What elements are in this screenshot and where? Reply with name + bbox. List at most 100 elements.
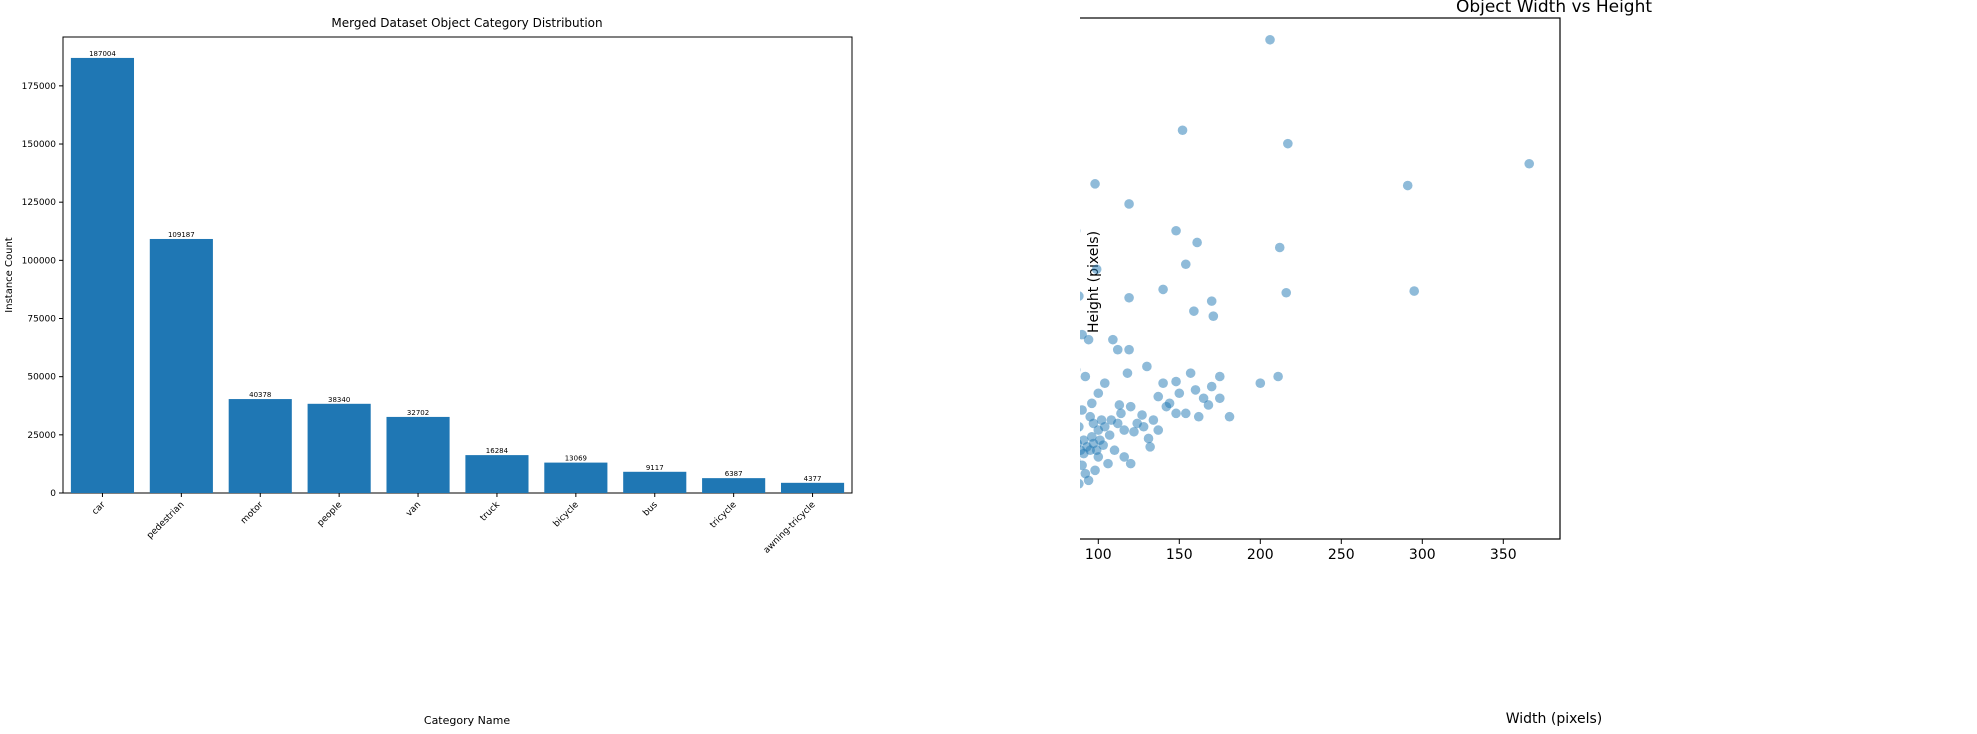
- scatter-point: [1108, 335, 1118, 345]
- scatter-point: [1139, 422, 1149, 432]
- scatter-point: [1080, 291, 1084, 301]
- scatter-point: [1144, 434, 1154, 444]
- bar-bicycle: [544, 463, 607, 493]
- scatter-chart-panel: Object Width vs Height Width (pixels) He…: [1080, 0, 1977, 730]
- scatter-chart-points: [1080, 35, 1534, 519]
- scatter-x-tick-label: 150: [1166, 547, 1193, 563]
- scatter-point: [1080, 479, 1084, 489]
- scatter-point: [1116, 409, 1126, 419]
- scatter-point: [1129, 427, 1139, 437]
- scatter-point: [1080, 460, 1087, 470]
- scatter-point: [1181, 259, 1191, 269]
- bar-y-tick-label: 25000: [27, 431, 56, 441]
- scatter-point: [1124, 199, 1134, 209]
- scatter-point: [1080, 422, 1084, 432]
- bar-tricycle: [702, 478, 765, 493]
- scatter-point: [1186, 368, 1196, 378]
- scatter-point: [1192, 238, 1202, 248]
- bar-chart-xlabel: Category Name: [424, 714, 510, 727]
- scatter-point: [1124, 293, 1134, 303]
- bar-pedestrian: [150, 239, 213, 493]
- scatter-point: [1095, 435, 1105, 445]
- scatter-point: [1158, 285, 1168, 295]
- scatter-point: [1171, 409, 1181, 419]
- scatter-point: [1273, 372, 1283, 382]
- scatter-point: [1158, 378, 1168, 388]
- scatter-point: [1153, 392, 1163, 402]
- scatter-chart-x-ticks: 050100150200250300350: [1080, 539, 1517, 563]
- bar-x-tick-label: van: [404, 500, 423, 519]
- bar-y-tick-label: 50000: [27, 373, 56, 383]
- scatter-point: [1123, 368, 1133, 378]
- scatter-x-tick-label: 350: [1490, 547, 1517, 563]
- bar-value-label: 9117: [646, 464, 664, 472]
- scatter-point: [1085, 412, 1095, 422]
- scatter-point: [1265, 35, 1275, 45]
- scatter-point: [1124, 345, 1134, 355]
- scatter-point: [1090, 466, 1100, 476]
- scatter-point: [1275, 243, 1285, 253]
- bar-motor: [229, 399, 292, 493]
- scatter-point: [1281, 288, 1291, 298]
- bar-value-label: 6387: [725, 470, 743, 478]
- scatter-point: [1142, 362, 1152, 372]
- bar-value-label: 32702: [407, 409, 429, 417]
- bar-y-tick-label: 150000: [22, 140, 57, 150]
- bar-value-label: 4377: [804, 475, 822, 483]
- scatter-point: [1103, 459, 1113, 469]
- scatter-chart-ylabel: Height (pixels): [1086, 231, 1102, 333]
- scatter-point: [1094, 388, 1104, 398]
- scatter-point: [1115, 400, 1125, 410]
- scatter-point: [1110, 445, 1120, 455]
- scatter-point: [1209, 311, 1219, 321]
- scatter-point: [1084, 335, 1094, 345]
- scatter-chart: Object Width vs Height Width (pixels) He…: [1080, 0, 1977, 730]
- bar-x-tick-label: bicycle: [552, 500, 582, 530]
- bar-y-tick-label: 175000: [22, 82, 57, 92]
- bar-x-tick-label: bus: [641, 500, 660, 519]
- scatter-point: [1194, 412, 1204, 422]
- scatter-point: [1207, 296, 1217, 306]
- bar-chart-panel: Merged Dataset Object Category Distribut…: [0, 0, 1080, 730]
- scatter-point: [1092, 445, 1102, 455]
- bar-x-tick-label: motor: [239, 500, 265, 526]
- bar-value-label: 187004: [89, 50, 116, 58]
- scatter-point: [1189, 306, 1199, 316]
- bar-van: [386, 417, 449, 493]
- scatter-chart-xlabel: Width (pixels): [1506, 711, 1602, 727]
- scatter-point: [1153, 425, 1163, 435]
- scatter-point: [1178, 125, 1188, 135]
- bar-y-tick-label: 100000: [22, 256, 57, 266]
- scatter-point: [1113, 419, 1123, 429]
- scatter-point: [1126, 459, 1136, 469]
- scatter-point: [1181, 409, 1191, 419]
- scatter-point: [1165, 399, 1175, 409]
- scatter-x-tick-label: 250: [1328, 547, 1355, 563]
- scatter-point: [1100, 378, 1110, 388]
- scatter-point: [1283, 139, 1293, 149]
- scatter-x-tick-label: 100: [1085, 547, 1112, 563]
- scatter-point: [1113, 345, 1123, 355]
- bar-value-label: 109187: [168, 231, 195, 239]
- scatter-x-tick-label: 300: [1409, 547, 1436, 563]
- scatter-point: [1191, 385, 1201, 395]
- scatter-point: [1171, 226, 1181, 236]
- scatter-point: [1409, 286, 1419, 296]
- scatter-point: [1081, 469, 1091, 479]
- bar-value-label: 13069: [565, 455, 587, 463]
- scatter-point: [1175, 388, 1185, 398]
- scatter-point: [1145, 442, 1155, 452]
- bar-value-label: 16284: [486, 447, 509, 455]
- bar-x-tick-label: truck: [479, 499, 503, 523]
- scatter-chart-title: Object Width vs Height: [1456, 0, 1652, 17]
- bar-chart-title: Merged Dataset Object Category Distribut…: [331, 16, 602, 30]
- scatter-point: [1403, 181, 1413, 191]
- bar-y-tick-label: 125000: [22, 198, 57, 208]
- scatter-point: [1524, 159, 1534, 169]
- bar-value-label: 40378: [249, 391, 271, 399]
- scatter-x-tick-label: 200: [1247, 547, 1274, 563]
- bar-x-tick-label: awning-tricycle: [762, 500, 818, 556]
- bar-y-tick-label: 75000: [27, 315, 56, 325]
